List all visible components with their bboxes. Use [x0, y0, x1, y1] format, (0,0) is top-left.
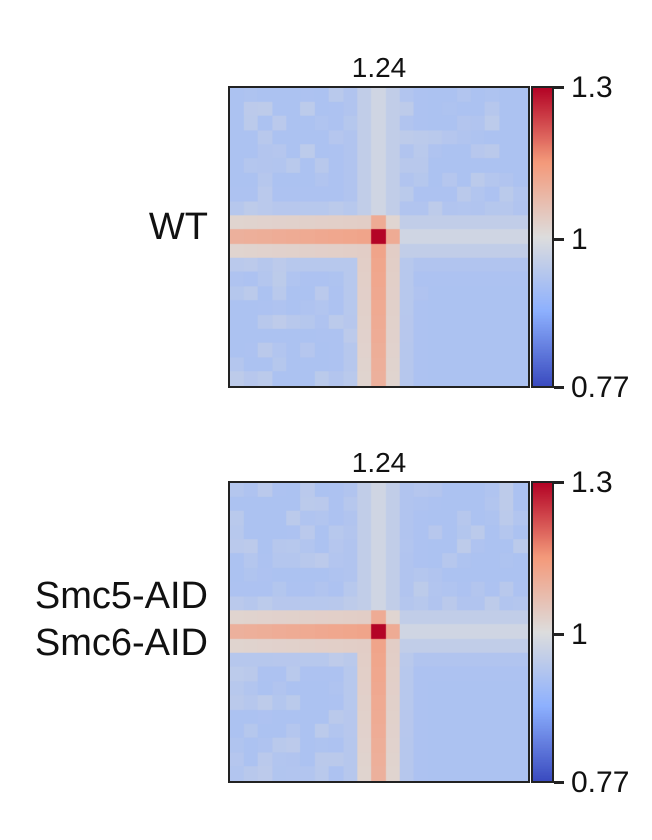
row-label: Smc5-AID Smc6-AID	[35, 573, 208, 667]
heatmap-canvas	[230, 88, 528, 386]
row-label: WT	[149, 204, 208, 251]
colorbar	[531, 481, 554, 783]
heatmap-panel-smc-aid: 1.24 Smc5-AID Smc6-AID 1.3 1 0.77	[0, 395, 652, 799]
heatmap	[228, 86, 530, 388]
colorbar-gradient	[533, 88, 552, 386]
colorbar-tick	[554, 386, 564, 389]
row-label-line: Smc6-AID	[34, 622, 208, 664]
heatmap-canvas	[230, 483, 528, 781]
heatmap	[228, 481, 530, 783]
colorbar-max-label: 1.3	[571, 466, 613, 499]
colorbar-max-label: 1.3	[571, 71, 613, 104]
colorbar-min-label: 0.77	[571, 766, 630, 799]
colorbar	[531, 86, 554, 388]
colorbar-mid-label: 1	[571, 223, 588, 256]
colorbar-tick	[554, 781, 564, 784]
colorbar-mid-label: 1	[571, 618, 588, 651]
row-label-line: Smc5-AID	[34, 575, 208, 617]
colorbar-gradient	[533, 483, 552, 781]
colorbar-tick	[554, 86, 564, 89]
panel-score: 1.24	[351, 447, 407, 478]
colorbar-tick	[554, 481, 564, 484]
colorbar-tick	[554, 238, 564, 241]
heatmap-panel-wt: 1.24 WT 1.3 1 0.77	[0, 0, 652, 404]
row-label-line: WT	[148, 206, 208, 248]
colorbar-tick	[554, 633, 564, 636]
panel-score: 1.24	[351, 52, 407, 83]
colorbar-min-label: 0.77	[571, 371, 630, 404]
